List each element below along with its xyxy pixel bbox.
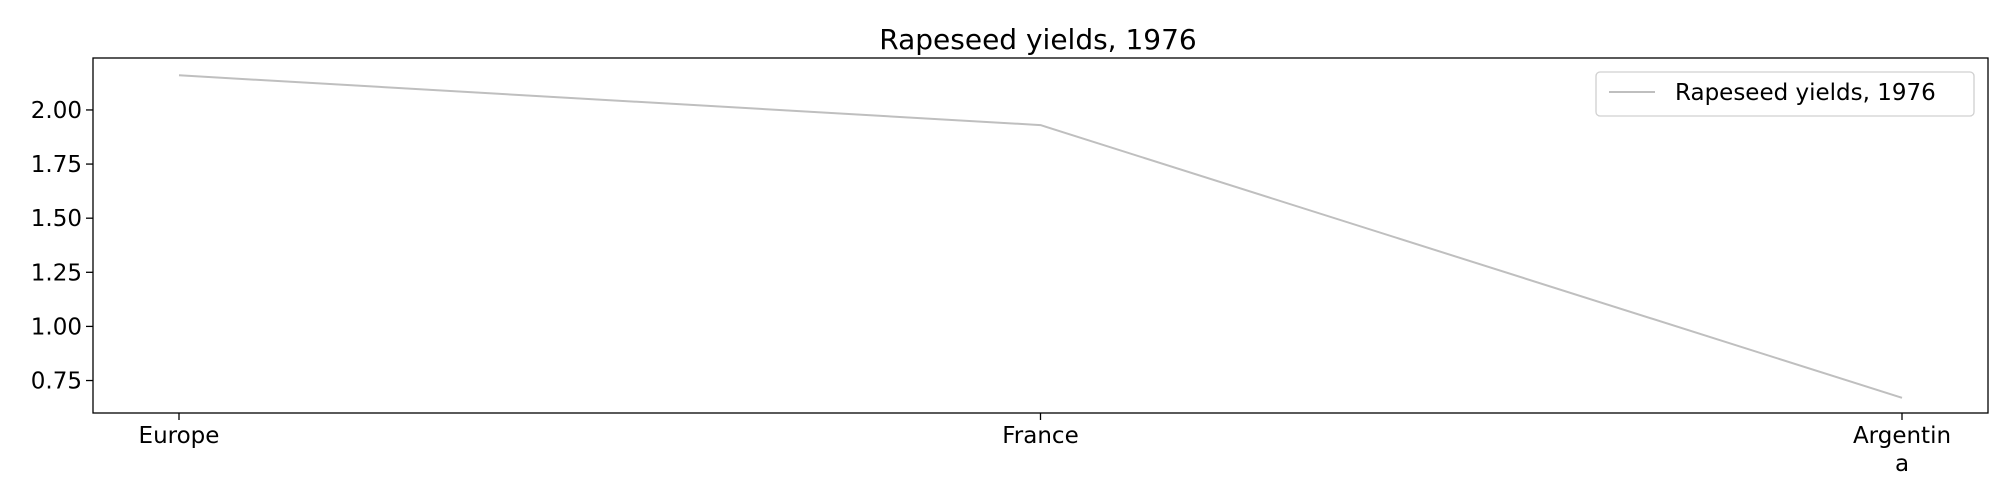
x-tick-label-line: Argentin (1853, 423, 1951, 449)
x-tick-label-line: Europe (139, 423, 220, 449)
x-tick-label: Europe (139, 423, 220, 449)
legend-box (1595, 71, 1975, 117)
legend: Rapeseed yields, 1976 (1595, 71, 1975, 117)
x-axis: Europe France Argentin a (139, 413, 1951, 477)
chart-title: Rapeseed yields, 1976 (879, 23, 1197, 56)
x-tick-label: Argentin a (1853, 423, 1951, 477)
legend-label: Rapeseed yields, 1976 (1675, 80, 1936, 106)
y-tick-label: 1.50 (31, 206, 82, 232)
y-tick-label: 2.00 (31, 98, 82, 124)
y-axis: 0.75 1.00 1.25 1.50 1.75 2.00 (31, 98, 93, 395)
y-tick-label: 1.25 (31, 260, 82, 286)
x-tick-label: France (1002, 423, 1078, 449)
x-tick-label-line: France (1002, 423, 1078, 449)
y-tick-label: 0.75 (31, 369, 82, 395)
series-layer (178, 74, 1903, 399)
y-tick-label: 1.00 (31, 314, 82, 340)
x-tick-label-line: a (1895, 451, 1909, 477)
y-tick-label: 1.75 (31, 152, 82, 178)
series-line (178, 74, 1903, 399)
